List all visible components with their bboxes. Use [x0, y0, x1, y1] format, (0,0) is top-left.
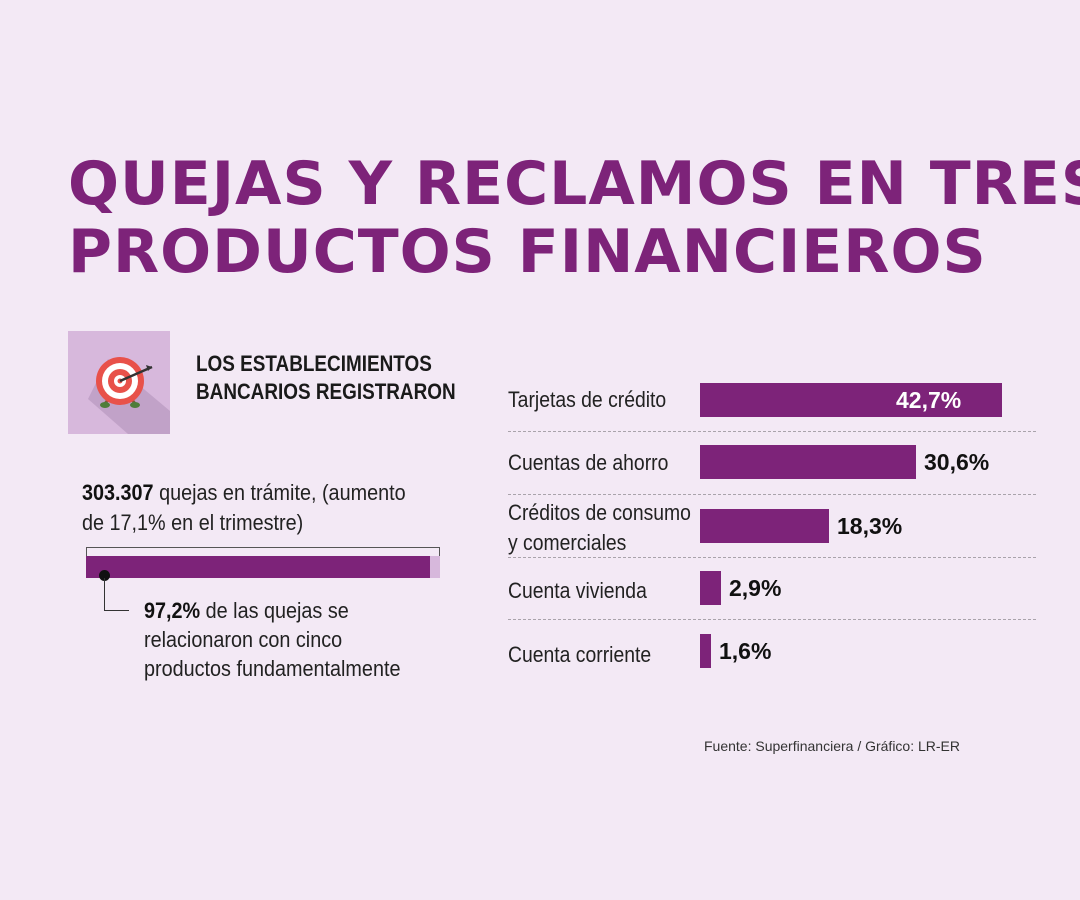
value-label: 2,9% [729, 575, 782, 601]
stat-value: 303.307 [82, 480, 154, 505]
callout-dot [99, 570, 110, 581]
note-value: 97,2% [144, 598, 201, 623]
stat-text-2: de 17,1% en el trimestre) [82, 510, 304, 535]
value-label: 1,6% [719, 638, 772, 664]
note-text-3: productos fundamentalmente [144, 656, 401, 681]
category-label: Cuenta corriente [508, 642, 652, 667]
bar [700, 571, 721, 605]
row-separator [508, 494, 1036, 495]
subtitle-line-2: BANCARIOS REGISTRARON [196, 379, 456, 404]
bar [700, 445, 916, 479]
bar [700, 634, 711, 668]
row-separator [508, 557, 1036, 558]
complaints-stat: 303.307 quejas en trámite, (aumento de 1… [82, 478, 424, 538]
category-label: Cuentas de ahorro [508, 450, 669, 475]
share-bar-fill [86, 556, 431, 578]
share-note: 97,2% de las quejas se relacionaron con … [144, 596, 414, 683]
target-arrow-icon [68, 331, 170, 434]
category-label: Créditos de consumo [508, 500, 691, 525]
callout-connector [104, 578, 129, 611]
section-subtitle: LOS ESTABLECIMIENTOS BANCARIOS REGISTRAR… [196, 350, 456, 406]
bar [700, 509, 829, 543]
category-label: Cuenta vivienda [508, 578, 647, 603]
page-title: QUEJAS Y RECLAMOS EN TRES PRODUCTOS FINA… [68, 149, 1080, 287]
title-line-2: PRODUCTOS FINANCIEROS [68, 217, 987, 287]
row-separator [508, 619, 1036, 620]
stat-text-1: quejas en trámite, (aumento [153, 480, 406, 505]
source-note: Fuente: Superfinanciera / Gráfico: LR-ER [704, 738, 961, 754]
title-line-1: QUEJAS Y RECLAMOS EN TRES [68, 149, 1080, 219]
subtitle-line-1: LOS ESTABLECIMIENTOS [196, 351, 432, 376]
value-label: 30,6% [924, 449, 990, 475]
note-text-2: relacionaron con cinco [144, 627, 343, 652]
value-label: 18,3% [837, 513, 903, 539]
note-text-1: de las quejas se [200, 598, 349, 623]
share-bar-track [86, 556, 440, 578]
row-separator [508, 431, 1036, 432]
category-label: y comerciales [508, 530, 627, 555]
bar [700, 383, 1002, 417]
value-label: 42,7% [896, 387, 962, 413]
category-label: Tarjetas de crédito [508, 387, 667, 412]
